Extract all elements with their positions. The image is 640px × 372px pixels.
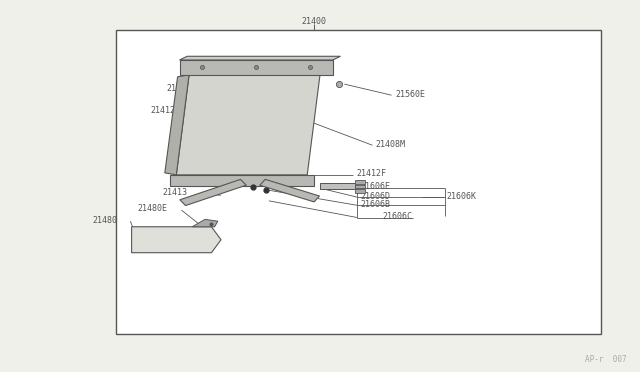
Polygon shape: [320, 183, 355, 189]
Polygon shape: [179, 56, 340, 60]
Text: 21412E: 21412E: [151, 106, 180, 115]
Text: 21560E: 21560E: [396, 90, 426, 99]
Text: 21480: 21480: [93, 216, 118, 225]
Polygon shape: [179, 60, 333, 75]
Polygon shape: [165, 75, 189, 175]
Polygon shape: [192, 219, 218, 227]
Text: 21412: 21412: [166, 84, 191, 93]
Text: AP-r  007: AP-r 007: [585, 355, 627, 364]
Polygon shape: [132, 227, 221, 253]
Polygon shape: [355, 185, 365, 188]
Text: 21606D: 21606D: [360, 192, 390, 201]
Text: 21606C: 21606C: [383, 212, 413, 221]
Text: 21413: 21413: [163, 188, 188, 197]
Text: 21606K: 21606K: [447, 192, 476, 201]
Polygon shape: [170, 175, 314, 186]
Text: 21606E: 21606E: [360, 182, 390, 191]
Polygon shape: [176, 75, 320, 175]
Bar: [116, 31, 601, 334]
Text: 21412F: 21412F: [356, 169, 387, 178]
Text: 21480E: 21480E: [138, 205, 168, 214]
Polygon shape: [355, 189, 365, 193]
Polygon shape: [260, 179, 319, 202]
Polygon shape: [355, 180, 365, 184]
Text: 21606B: 21606B: [360, 200, 390, 209]
Text: 21408M: 21408M: [376, 140, 406, 149]
Polygon shape: [180, 179, 246, 206]
Text: 21400: 21400: [301, 17, 326, 26]
